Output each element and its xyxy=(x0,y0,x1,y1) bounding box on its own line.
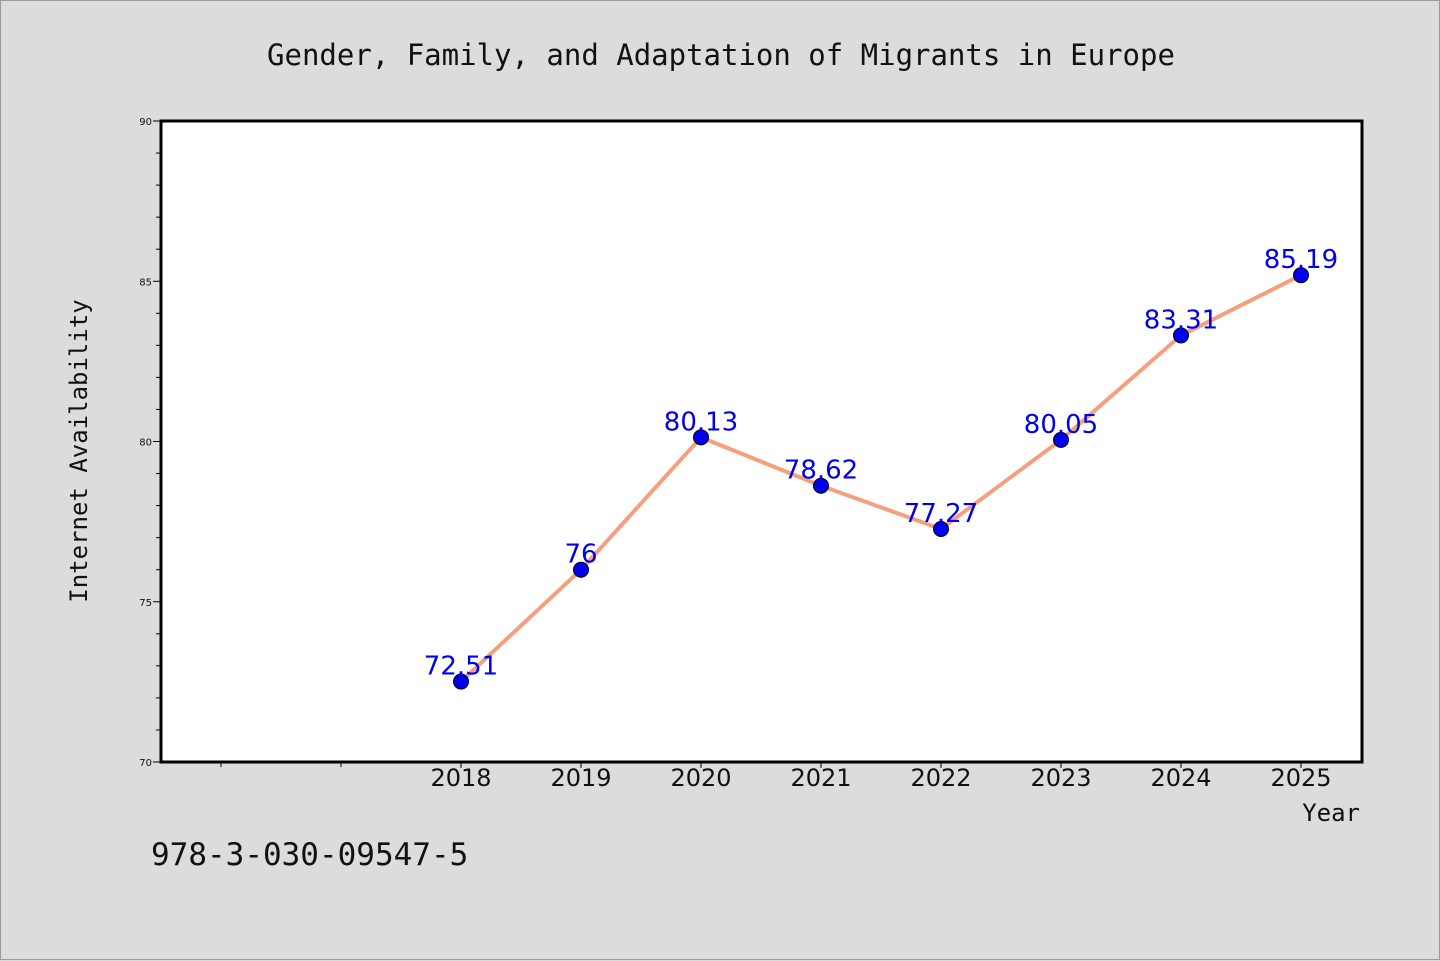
x-axis: 2018 2019 2020 2021 2022 2023 2024 2025 xyxy=(220,762,1332,792)
data-labels: 72.51 76 80.13 78.62 77.27 80.05 83.31 85.19 xyxy=(424,245,1338,681)
x-axis-label: Year xyxy=(1302,799,1360,827)
plot-area xyxy=(161,121,1362,762)
isbn-text: 978-3-030-09547-5 xyxy=(151,837,468,873)
x-tick-label: 2023 xyxy=(1030,764,1091,792)
chart-title: Gender, Family, and Adaptation of Migran… xyxy=(267,38,1175,72)
x-tick-label: 2019 xyxy=(550,764,611,792)
series-markers xyxy=(453,267,1309,690)
data-point xyxy=(693,429,709,446)
data-point xyxy=(1173,327,1189,344)
y-tick-label: 80 xyxy=(139,438,152,449)
data-label: 77.27 xyxy=(904,499,978,529)
x-tick-label: 2018 xyxy=(430,764,491,792)
data-label: 80.13 xyxy=(664,407,738,437)
data-label: 76 xyxy=(564,540,597,570)
y-axis: 70 75 80 85 90 xyxy=(139,117,161,769)
x-tick-label: 2025 xyxy=(1270,764,1331,792)
y-tick-label: 90 xyxy=(139,117,152,128)
data-label: 83.31 xyxy=(1144,305,1218,335)
data-point xyxy=(813,477,829,494)
data-point xyxy=(453,673,469,690)
data-point xyxy=(573,561,589,578)
y-tick-label: 70 xyxy=(139,758,152,769)
x-tick-label: 2021 xyxy=(790,764,851,792)
data-label: 80.05 xyxy=(1024,410,1098,440)
data-point xyxy=(1053,431,1069,448)
data-label: 72.51 xyxy=(424,652,498,682)
y-tick-label: 85 xyxy=(139,277,152,288)
plot-frame xyxy=(159,119,1364,764)
y-tick-label: 75 xyxy=(139,598,152,609)
data-point xyxy=(933,520,949,537)
data-label: 85.19 xyxy=(1264,245,1338,275)
x-tick-label: 2020 xyxy=(670,764,731,792)
data-label: 78.62 xyxy=(784,456,858,486)
data-point xyxy=(1293,267,1309,284)
series-line xyxy=(459,273,1302,684)
x-tick-label: 2024 xyxy=(1150,764,1211,792)
x-tick-label: 2022 xyxy=(910,764,971,792)
y-axis-label: Internet Availability xyxy=(65,299,93,602)
